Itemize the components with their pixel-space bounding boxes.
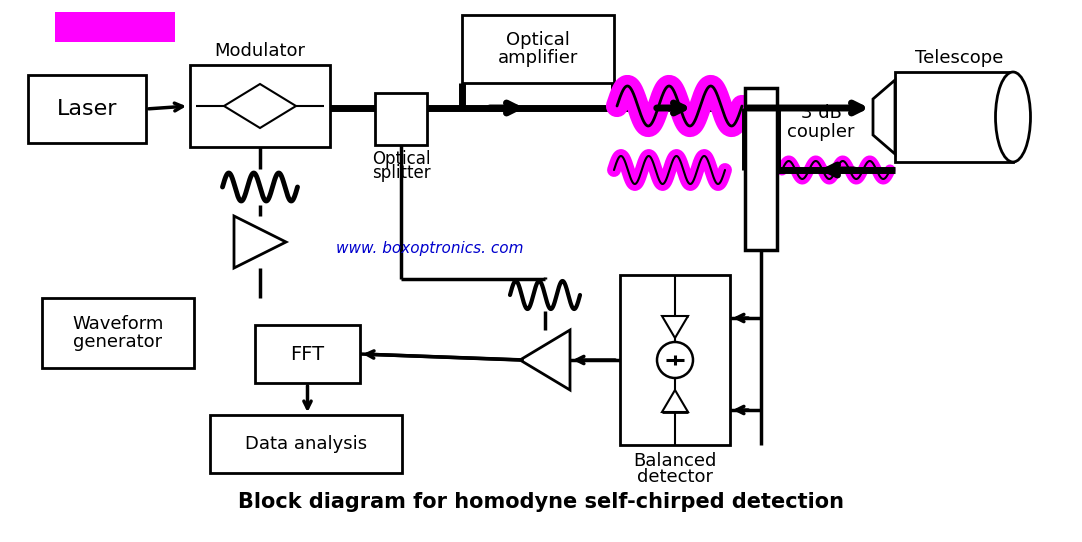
Text: Modulator: Modulator [214,42,305,60]
Text: Optical: Optical [506,31,570,49]
Text: amplifier: amplifier [498,49,578,67]
Bar [255,325,360,383]
Text: coupler: coupler [788,123,855,141]
Text: splitter: splitter [372,164,431,182]
Polygon shape [873,80,895,154]
Bar [620,275,730,445]
Bar [462,15,613,83]
Text: www. boxoptronics. com: www. boxoptronics. com [337,241,524,255]
Text: Data analysis: Data analysis [245,435,367,453]
Text: detector: detector [637,468,713,486]
Text: generator: generator [74,333,162,351]
Polygon shape [520,330,570,390]
Polygon shape [662,316,688,338]
Text: Laser: Laser [56,99,117,119]
Polygon shape [224,84,296,128]
Bar [42,298,194,368]
Bar [55,12,175,42]
Polygon shape [234,216,286,268]
Text: FFT: FFT [290,345,325,364]
Bar [745,88,777,250]
Bar [190,65,330,147]
Bar [28,75,146,143]
Text: Balanced: Balanced [633,452,716,470]
Bar [895,72,1013,162]
Text: Block diagram for homodyne self-chirped detection: Block diagram for homodyne self-chirped … [238,492,844,512]
Ellipse shape [995,72,1030,162]
Polygon shape [662,390,688,412]
Text: Telescope: Telescope [914,49,1003,67]
Bar [375,93,427,145]
Text: Waveform: Waveform [72,315,163,333]
Text: 3 dB: 3 dB [801,104,842,122]
Text: Optical: Optical [372,150,431,168]
Bar [210,415,403,473]
